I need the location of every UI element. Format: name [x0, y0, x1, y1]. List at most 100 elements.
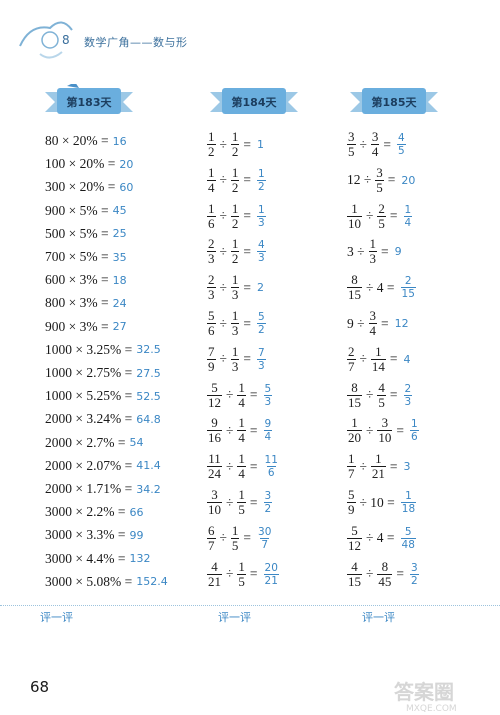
problem-row: 1 7 ÷ 1 21 = 3: [345, 452, 411, 481]
operator-text: =: [389, 387, 398, 403]
problem-row: 3 5 ÷ 3 4 = 4 5: [345, 130, 408, 159]
numerator: 1: [231, 164, 239, 180]
problem-row: 3000 × 3.3% = 99: [45, 527, 143, 543]
fraction: 4 21: [207, 559, 222, 589]
page-header: 8 数学广角——数与形: [0, 0, 500, 62]
denominator: 6: [410, 430, 419, 444]
numerator: 3: [348, 129, 355, 144]
handwritten-answer: 4: [403, 352, 411, 366]
fraction: 8 45: [377, 559, 393, 589]
column-fraction-division-184: 1 2 ÷ 1 2 = 1 1 4 ÷ 1 2 = 1 2 1 6 ÷ 1 2 = 1 3 2 3 ÷ 1 2 = 4 3 2 3 ÷ 1 3 = 2 5 6…: [205, 130, 345, 600]
operator-text: ÷: [219, 243, 227, 259]
column-fraction-division-185: 3 5 ÷ 3 4 = 4 5 12 ÷ 3 5 = 20 1 10 ÷ 2 5 = 1 4 3 ÷ 1 3 = 9 8 15 ÷ 4 …: [345, 130, 485, 600]
operator-text: ÷: [366, 422, 374, 438]
operator-text: ÷: [226, 387, 234, 403]
numerator: 3: [411, 561, 418, 574]
column-percent-problems: 80 × 20% = 16 100 × 20% = 20 300 × 20% = 60 90…: [45, 133, 205, 598]
fraction: 9 16: [207, 416, 222, 445]
denominator: 6: [207, 323, 216, 338]
numerator: 5: [351, 522, 358, 538]
problem-expression: 2000 × 2.7% =: [45, 434, 126, 450]
denominator: 3: [230, 323, 240, 338]
numerator: 1: [231, 200, 239, 216]
problem-row: 1 2 ÷ 1 2 = 1: [205, 130, 264, 159]
denominator: 2: [230, 215, 240, 231]
operator-text: =: [383, 136, 392, 152]
problem-row: 1 6 ÷ 1 2 = 1 3: [205, 200, 268, 231]
problem-row: 3 ÷ 1 3 = 9: [345, 237, 402, 266]
problem-row: 900 × 3% = 27: [45, 319, 127, 335]
denominator: 24: [207, 466, 222, 482]
numerator: 1: [231, 129, 239, 144]
problem-row: 3 10 ÷ 1 5 = 3 2: [205, 488, 274, 517]
answer-fraction: 2 15: [400, 275, 416, 300]
numerator: 1: [258, 203, 265, 216]
numerator: 1: [238, 415, 245, 431]
numerator: 20: [264, 561, 278, 574]
operator-text: =: [249, 458, 258, 474]
numerator: 7: [258, 346, 265, 359]
denominator: 4: [207, 179, 216, 195]
numerator: 1: [411, 418, 418, 431]
operator-text: ÷ 10 =: [359, 494, 395, 510]
problem-row: 800 × 3% = 24: [45, 295, 127, 311]
denominator: 7: [207, 537, 216, 553]
handwritten-answer: 25: [112, 227, 127, 241]
operator-text: =: [243, 279, 252, 295]
numerator: 2: [404, 275, 412, 288]
denominator: 4: [263, 430, 273, 444]
denominator: 21: [207, 573, 222, 589]
denominator: 10: [377, 430, 393, 446]
problem-expression: 3000 × 4.4% =: [45, 550, 126, 566]
problem-expression: 2000 × 1.71% =: [45, 481, 133, 496]
numerator: 1: [375, 451, 382, 467]
girl-illustration-icon: [19, 21, 73, 59]
problem-row: 5 9 ÷ 10 = 1 18: [345, 488, 418, 517]
numerator: 7: [208, 343, 215, 359]
fraction: 11 24: [207, 452, 222, 481]
numerator: 5: [211, 379, 218, 395]
operator-text: ÷: [219, 172, 227, 188]
numerator: 3: [369, 308, 377, 323]
fraction: 3 10: [377, 416, 393, 446]
handwritten-answer: 16: [112, 134, 127, 148]
operator-text: ÷: [219, 351, 227, 367]
operator-text: =: [249, 494, 258, 510]
numerator: 1: [369, 236, 377, 252]
problem-row: 700 × 5% = 35: [45, 249, 127, 265]
handwritten-answer: 27.5: [136, 366, 161, 380]
operator-text: ÷: [219, 279, 227, 295]
numerator: 5: [208, 308, 215, 323]
operator-text: ÷: [219, 208, 227, 224]
problem-row: 1 20 ÷ 3 10 = 1 6: [345, 416, 421, 445]
ribbon-label: 第184天: [231, 96, 277, 109]
evaluation-label-1: 评一评: [40, 611, 73, 624]
problem-row: 8 15 ÷ 4 5 = 2 3: [345, 380, 414, 410]
problem-row: 2 7 ÷ 1 14 = 4: [345, 344, 411, 374]
denominator: 4: [237, 466, 246, 482]
problem-row: 100 × 20% = 20: [45, 156, 133, 172]
denominator: 12: [347, 537, 362, 553]
numerator: 4: [258, 239, 265, 252]
numerator: 1: [208, 129, 215, 144]
denominator: 18: [400, 502, 417, 515]
problem-row: 600 × 3% = 18: [45, 272, 127, 288]
page-number: 68: [30, 678, 50, 696]
denominator: 9: [347, 502, 356, 517]
denominator: 7: [347, 466, 356, 482]
fraction: 1 10: [347, 201, 362, 231]
operator-text: =: [243, 136, 252, 152]
numerator: 1: [405, 490, 412, 502]
denominator: 15: [347, 394, 362, 410]
